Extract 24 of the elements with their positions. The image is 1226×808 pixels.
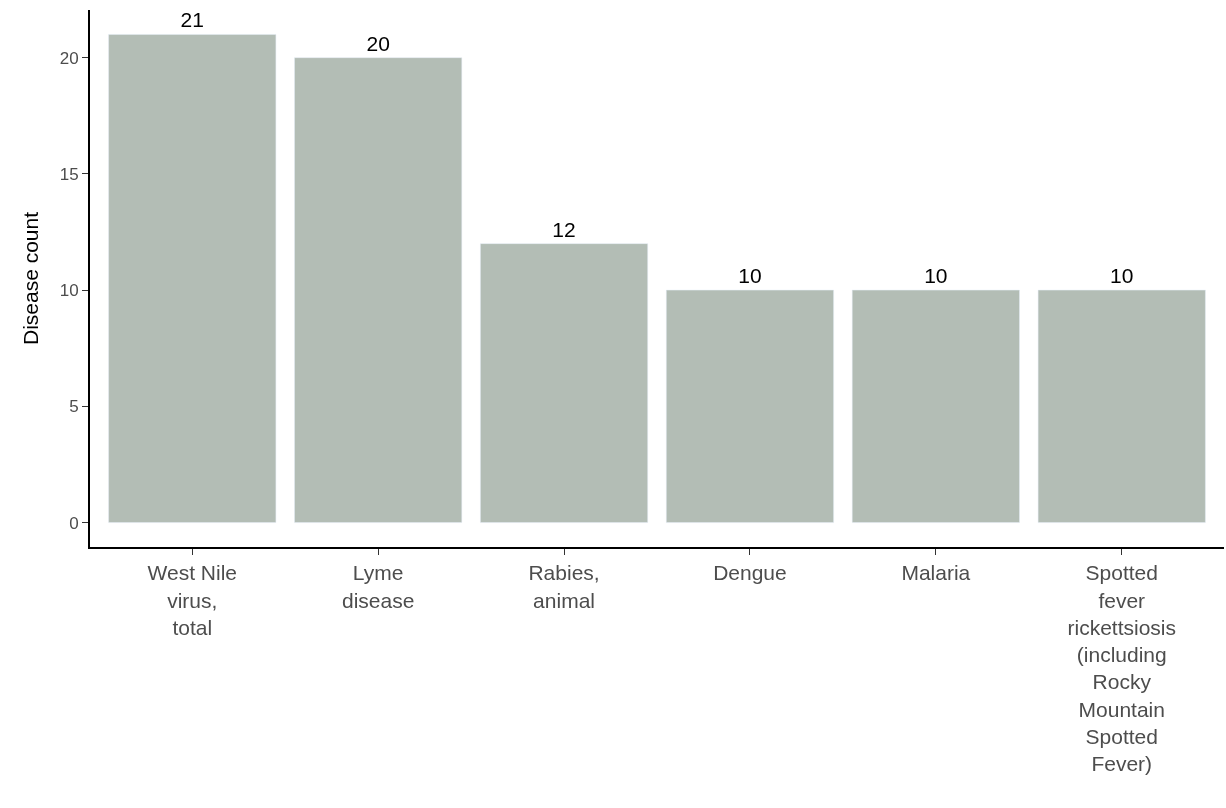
data-label: 10 [1110,264,1134,288]
y-tick-label: 5 [69,397,79,417]
bar [1037,289,1206,523]
data-label: 21 [180,8,204,32]
x-tick-label: Spotted fever rickettsiosis (including Rocky Mountain Spotted Fever) [1067,561,1177,776]
data-label: 10 [924,264,948,288]
data-label: 10 [738,264,762,288]
data-label: 12 [552,217,576,241]
y-tick-label: 10 [59,281,79,301]
bar [851,289,1020,523]
x-tick-label: Lyme disease [341,561,415,612]
x-tick-label: Rabies, animal [528,561,600,612]
x-tick-label: Dengue [713,561,787,585]
bar [108,34,277,523]
bar [480,243,648,523]
y-axis-title: Disease count [19,211,43,346]
y-tick-label: 15 [59,164,79,184]
data-label: 20 [366,31,390,55]
bar [294,57,463,523]
y-tick-label: 20 [59,48,79,68]
x-tick-label: West Nile virus, total [147,561,237,639]
x-tick-label: Malaria [901,561,971,585]
y-tick-label: 0 [69,513,79,533]
bar [666,289,834,523]
